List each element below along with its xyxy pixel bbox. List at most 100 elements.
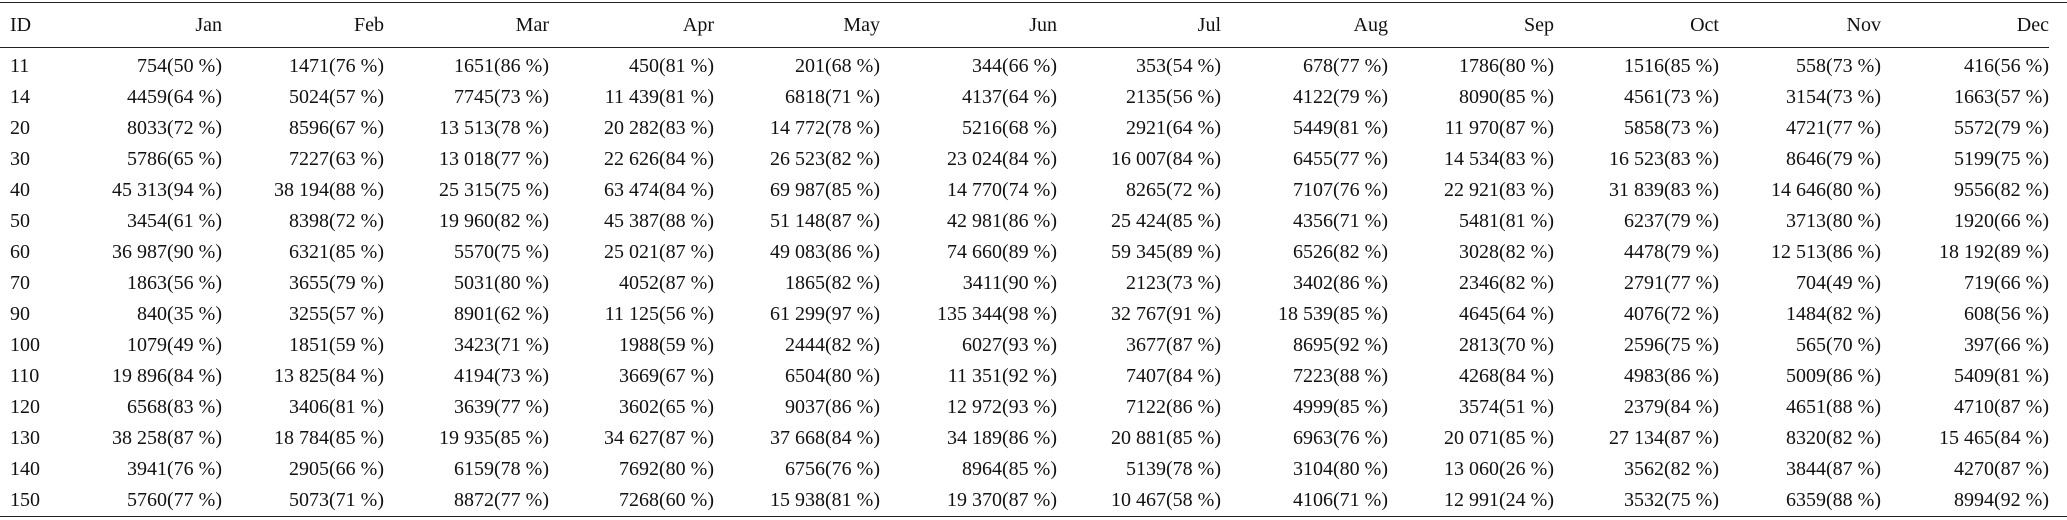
value-cell: 558(73 %) xyxy=(1796,55,1881,77)
value-cell: 5760(77 %) xyxy=(127,489,222,511)
value-cell: 12 991(24 %) xyxy=(1444,489,1554,511)
id-cell: 50 xyxy=(10,210,30,232)
value-cell: 3602(65 %) xyxy=(619,396,714,418)
value-cell: 12 972(93 %) xyxy=(947,396,1057,418)
id-cell: 60 xyxy=(10,241,30,263)
value-cell: 20 071(85 %) xyxy=(1444,427,1554,449)
header-cell: Jan xyxy=(60,3,222,48)
value-cell: 6526(82 %) xyxy=(1293,241,1388,263)
value-cell: 7223(88 %) xyxy=(1293,365,1388,387)
table-row: 140 3941(76 %) 2905(66 %) 6159(78 %) 7692(80… xyxy=(0,454,2049,485)
value-cell: 37 668(84 %) xyxy=(770,427,880,449)
value-cell: 4194(73 %) xyxy=(454,365,549,387)
value-cell: 4122(79 %) xyxy=(1293,86,1388,108)
value-cell: 4106(71 %) xyxy=(1293,489,1388,511)
value-cell: 31 839(83 %) xyxy=(1609,179,1719,201)
value-cell: 19 370(87 %) xyxy=(947,489,1057,511)
value-cell: 840(35 %) xyxy=(137,303,222,325)
value-cell: 15 938(81 %) xyxy=(770,489,880,511)
value-cell: 5481(81 %) xyxy=(1459,210,1554,232)
value-cell: 8265(72 %) xyxy=(1126,179,1221,201)
value-cell: 7122(86 %) xyxy=(1126,396,1221,418)
header-cell: Dec xyxy=(1881,3,2049,48)
value-cell: 9556(82 %) xyxy=(1954,179,2049,201)
value-cell: 11 125(56 %) xyxy=(604,303,714,325)
value-cell: 45 387(88 %) xyxy=(604,210,714,232)
value-cell: 565(70 %) xyxy=(1796,334,1881,356)
value-cell: 27 134(87 %) xyxy=(1609,427,1719,449)
value-cell: 7227(63 %) xyxy=(289,148,384,170)
value-cell: 1851(59 %) xyxy=(289,334,384,356)
value-cell: 4052(87 %) xyxy=(619,272,714,294)
value-cell: 32 767(91 %) xyxy=(1111,303,1221,325)
value-cell: 6321(85 %) xyxy=(289,241,384,263)
header-cell: ID xyxy=(0,3,60,48)
value-cell: 2135(56 %) xyxy=(1126,86,1221,108)
value-cell: 63 474(84 %) xyxy=(604,179,714,201)
value-cell: 45 313(94 %) xyxy=(112,179,222,201)
value-cell: 5449(81 %) xyxy=(1293,117,1388,139)
value-cell: 1516(85 %) xyxy=(1624,55,1719,77)
value-cell: 7407(84 %) xyxy=(1126,365,1221,387)
value-cell: 74 660(89 %) xyxy=(947,241,1057,263)
value-cell: 3713(80 %) xyxy=(1786,210,1881,232)
table-row: 130 38 258(87 %) 18 784(85 %) 19 935(85 %) 3… xyxy=(0,423,2049,454)
table-row: 14 4459(64 %) 5024(57 %) 7745(73 %) 11 439(8… xyxy=(0,82,2049,113)
value-cell: 8994(92 %) xyxy=(1954,489,2049,511)
id-cell: 90 xyxy=(10,303,30,325)
value-cell: 19 896(84 %) xyxy=(112,365,222,387)
value-cell: 6504(80 %) xyxy=(785,365,880,387)
value-cell: 4268(84 %) xyxy=(1459,365,1554,387)
value-cell: 12 513(86 %) xyxy=(1771,241,1881,263)
value-cell: 49 083(86 %) xyxy=(770,241,880,263)
value-cell: 3532(75 %) xyxy=(1624,489,1719,511)
value-cell: 135 344(98 %) xyxy=(937,303,1057,325)
value-cell: 608(56 %) xyxy=(1964,303,2049,325)
table-row: 20 8033(72 %) 8596(67 %) 13 513(78 %) 20 282… xyxy=(0,113,2049,144)
table-row: 60 36 987(90 %) 6321(85 %) 5570(75 %) 25 021… xyxy=(0,237,2049,268)
value-cell: 3104(80 %) xyxy=(1293,458,1388,480)
value-cell: 3411(90 %) xyxy=(962,272,1057,294)
value-cell: 3677(87 %) xyxy=(1126,334,1221,356)
value-cell: 2123(73 %) xyxy=(1126,272,1221,294)
value-cell: 14 770(74 %) xyxy=(947,179,1057,201)
value-cell: 14 772(78 %) xyxy=(770,117,880,139)
id-cell: 150 xyxy=(10,489,40,511)
value-cell: 20 881(85 %) xyxy=(1111,427,1221,449)
value-cell: 5216(68 %) xyxy=(962,117,1057,139)
value-cell: 1865(82 %) xyxy=(785,272,880,294)
value-cell: 19 960(82 %) xyxy=(439,210,549,232)
value-cell: 61 299(97 %) xyxy=(770,303,880,325)
value-cell: 14 646(80 %) xyxy=(1771,179,1881,201)
value-cell: 4076(72 %) xyxy=(1624,303,1719,325)
value-cell: 18 539(85 %) xyxy=(1278,303,1388,325)
value-cell: 59 345(89 %) xyxy=(1111,241,1221,263)
table-body: 11 754(50 %) 1471(76 %) 1651(86 %) 450(81 %)… xyxy=(0,48,2049,517)
table-row: 110 19 896(84 %) 13 825(84 %) 4194(73 %) 366… xyxy=(0,361,2049,392)
value-cell: 1663(57 %) xyxy=(1954,86,2049,108)
value-cell: 16 523(83 %) xyxy=(1609,148,1719,170)
value-cell: 4721(77 %) xyxy=(1786,117,1881,139)
value-cell: 38 194(88 %) xyxy=(274,179,384,201)
value-cell: 5572(79 %) xyxy=(1954,117,2049,139)
value-cell: 14 534(83 %) xyxy=(1444,148,1554,170)
value-cell: 18 784(85 %) xyxy=(274,427,384,449)
value-cell: 8033(72 %) xyxy=(127,117,222,139)
value-cell: 38 258(87 %) xyxy=(112,427,222,449)
value-cell: 22 626(84 %) xyxy=(604,148,714,170)
value-cell: 5024(57 %) xyxy=(289,86,384,108)
value-cell: 7745(73 %) xyxy=(454,86,549,108)
table-row: 100 1079(49 %) 1851(59 %) 3423(71 %) 1988(59… xyxy=(0,330,2049,361)
value-cell: 8398(72 %) xyxy=(289,210,384,232)
header-cell: Mar xyxy=(384,3,549,48)
table-row: 120 6568(83 %) 3406(81 %) 3639(77 %) 3602(65… xyxy=(0,392,2049,423)
value-cell: 5009(86 %) xyxy=(1786,365,1881,387)
value-cell: 6237(79 %) xyxy=(1624,210,1719,232)
value-cell: 5786(65 %) xyxy=(127,148,222,170)
value-cell: 6756(76 %) xyxy=(785,458,880,480)
value-cell: 25 424(85 %) xyxy=(1111,210,1221,232)
value-cell: 3402(86 %) xyxy=(1293,272,1388,294)
value-cell: 3655(79 %) xyxy=(289,272,384,294)
value-cell: 5073(71 %) xyxy=(289,489,384,511)
